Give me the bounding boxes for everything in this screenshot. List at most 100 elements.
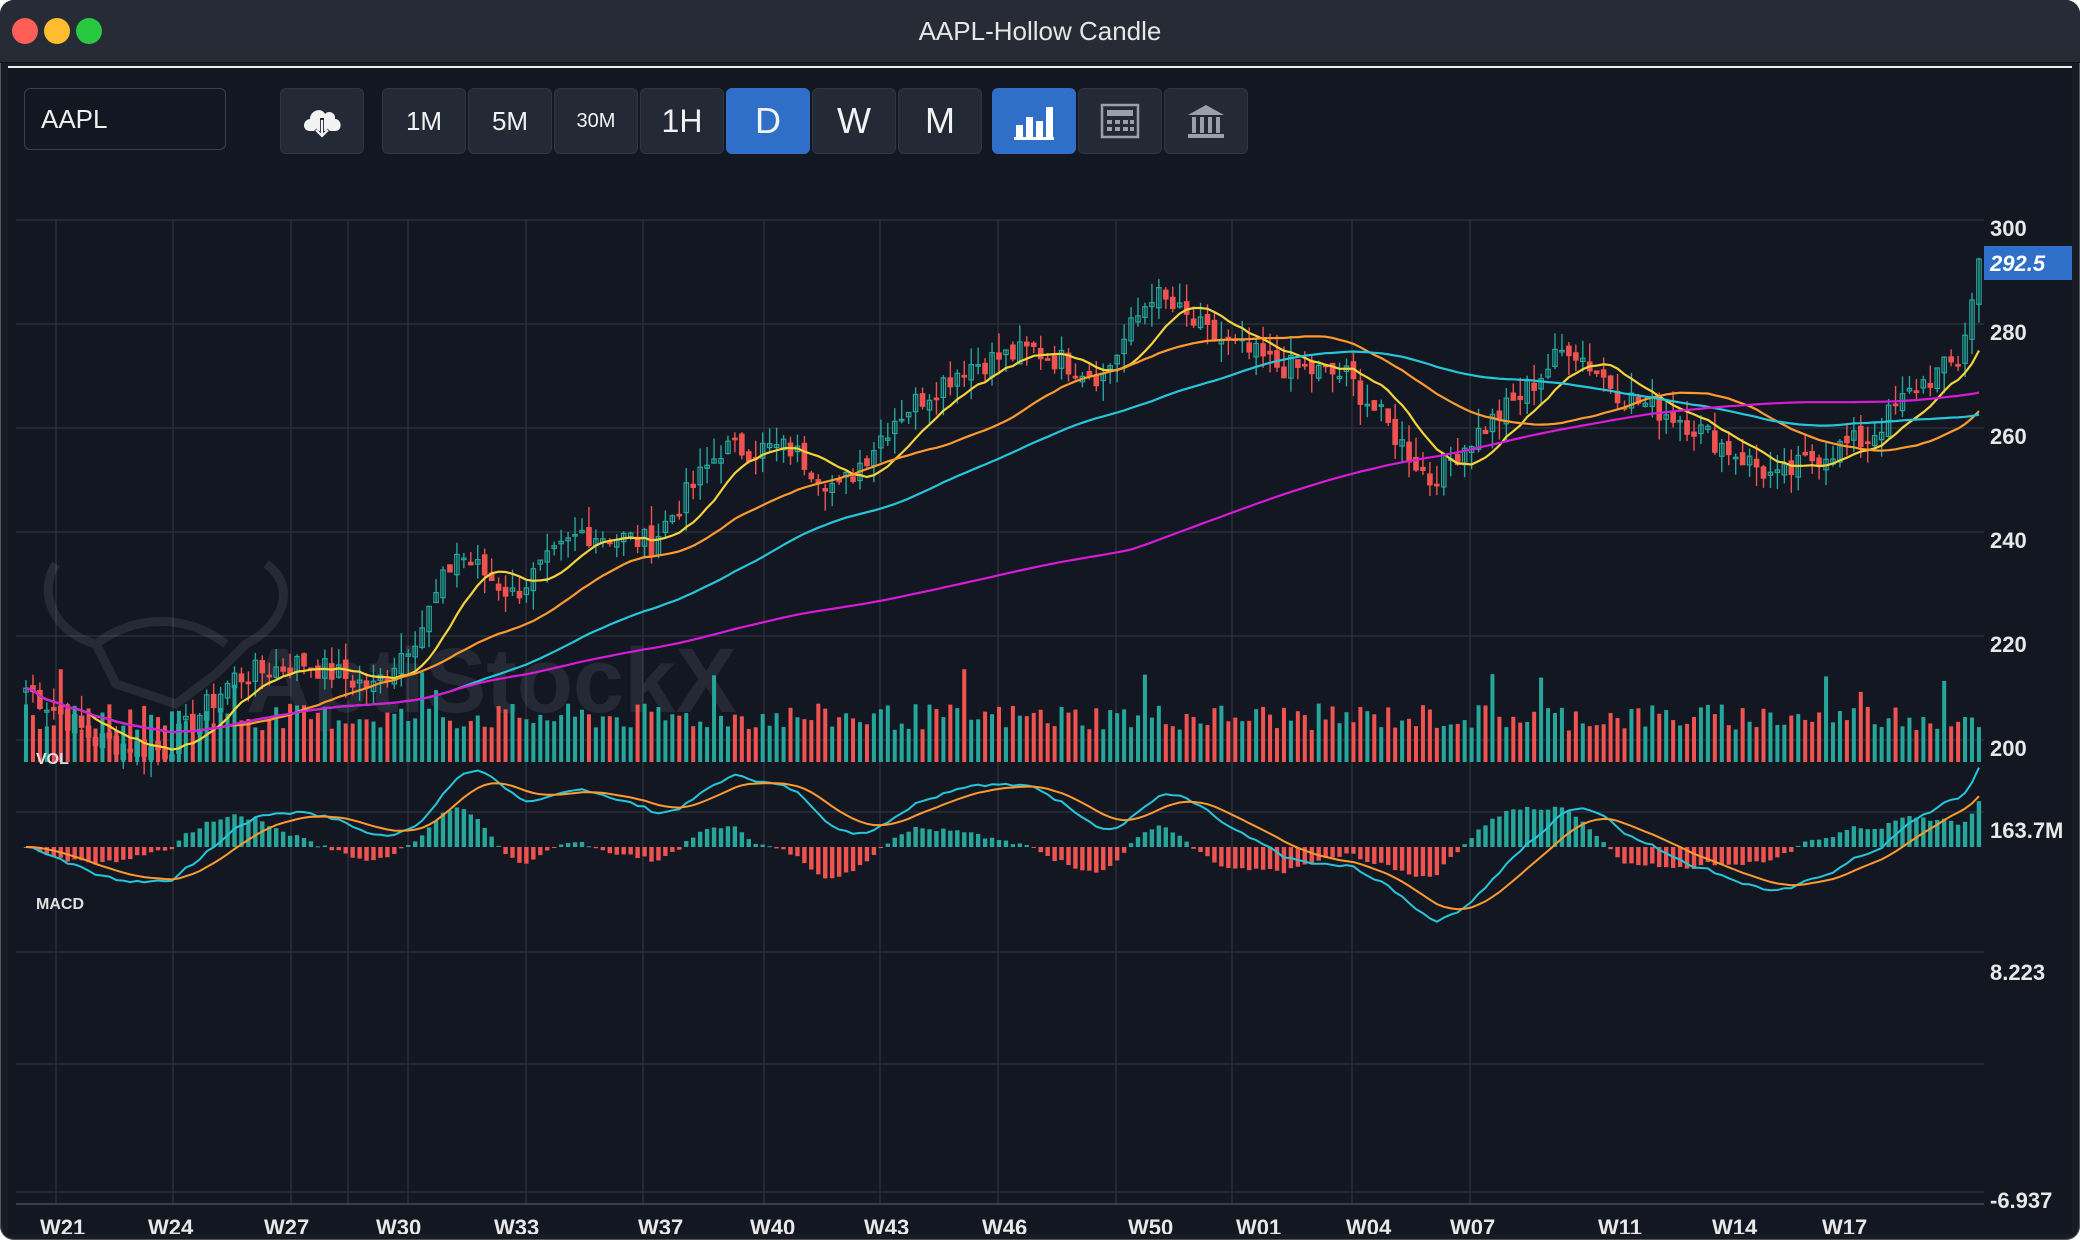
interval-5m-button[interactable]: 5M — [468, 88, 552, 154]
macd-histogram-bar — [329, 847, 334, 851]
candle-body — [1503, 397, 1510, 425]
macd-histogram-bar — [614, 847, 619, 855]
macd-histogram-bar — [642, 847, 647, 857]
volume-bar — [990, 714, 995, 762]
interval-1h-button[interactable]: 1H — [640, 88, 724, 154]
volume-bar — [1226, 721, 1231, 762]
candlestick-series — [23, 257, 1982, 778]
candle-body — [349, 680, 356, 688]
candle-body — [1510, 392, 1517, 401]
volume-bar — [934, 709, 939, 762]
macd-histogram-bar — [996, 840, 1002, 847]
download-button[interactable] — [280, 88, 364, 154]
candle-body — [1670, 410, 1676, 423]
macd-histogram-bar — [218, 819, 223, 847]
chart-workspace: 1M 5M 30M 1H D W M — [8, 66, 2072, 1234]
volume-bar — [1268, 714, 1273, 762]
macd-histogram-bar — [621, 847, 626, 855]
volume-bar — [1205, 725, 1210, 762]
macd-histogram-bar — [906, 831, 911, 847]
institutions-button[interactable] — [1164, 88, 1248, 154]
interval-1m-button[interactable]: 1M — [382, 88, 466, 154]
macd-histogram-bar — [1657, 847, 1662, 868]
macd-histogram-bar — [1059, 847, 1064, 861]
candle-body — [745, 451, 752, 462]
volume-bar — [1970, 717, 1974, 762]
macd-histogram-bar — [1073, 847, 1078, 869]
candle-body — [1739, 452, 1746, 466]
volume-bar — [1455, 723, 1460, 762]
week-tick-label: W07 — [1450, 1215, 1495, 1234]
candle-body — [280, 666, 286, 672]
volume-bar — [1921, 717, 1926, 762]
macd-histogram-bar — [704, 829, 710, 847]
macd-histogram-bar — [1497, 816, 1502, 847]
volume-bar — [475, 715, 480, 762]
candle-body — [1003, 349, 1009, 356]
volume-bar — [1865, 707, 1870, 762]
symbol-input[interactable] — [24, 88, 226, 150]
macd-histogram-bar — [1135, 837, 1141, 847]
macd-histogram-bar — [732, 826, 738, 847]
minimize-window-button[interactable] — [44, 18, 70, 44]
interval-d-button[interactable]: D — [726, 88, 810, 154]
candle-body — [1308, 360, 1315, 375]
volume-bar — [927, 704, 932, 762]
candle-body — [1976, 258, 1982, 305]
close-window-button[interactable] — [12, 18, 38, 44]
macd-histogram-bar — [593, 847, 599, 849]
candle-body — [433, 592, 439, 604]
volume-bar — [274, 707, 279, 762]
candle-body — [933, 397, 940, 401]
candle-body — [1725, 441, 1732, 456]
volume-bar — [149, 714, 154, 762]
volume-bar — [719, 715, 723, 762]
chart-view-button[interactable] — [992, 88, 1076, 154]
candle-body — [419, 627, 425, 648]
candle-body — [1211, 319, 1218, 341]
candle-body — [905, 411, 912, 418]
interval-w-button[interactable]: W — [812, 88, 896, 154]
interval-30m-button[interactable]: 30M — [554, 88, 638, 154]
volume-bar — [837, 717, 842, 762]
macd-signal-line — [25, 782, 1980, 911]
candle-body — [447, 564, 453, 573]
volume-bar — [899, 723, 904, 762]
candle-body — [683, 482, 690, 514]
volume-bar — [586, 714, 591, 762]
candle-body — [1315, 364, 1322, 379]
candle-body — [217, 693, 224, 713]
volume-bar — [1372, 714, 1377, 762]
candle-body — [1413, 456, 1419, 471]
volume-bar — [1886, 718, 1891, 762]
volume-bar — [1594, 725, 1599, 762]
volume-bar — [1872, 724, 1877, 762]
macd-histogram-bar — [1684, 847, 1690, 869]
zoom-window-button[interactable] — [76, 18, 102, 44]
candle-body — [676, 513, 683, 517]
candle-body — [461, 557, 467, 561]
chart-canvas[interactable]: AptiStockX VOL MACD 300 280 260 240 220 … — [16, 164, 2072, 1234]
candle-body — [1301, 363, 1308, 367]
bank-icon — [1188, 105, 1224, 138]
macd-histogram-bar — [830, 847, 835, 879]
macd-histogram-bar — [1511, 809, 1516, 847]
volume-bar — [1525, 721, 1530, 762]
macd-histogram-bar — [364, 847, 369, 861]
macd-histogram-bar — [579, 841, 585, 847]
volume-bar — [1365, 711, 1370, 762]
macd-histogram-bar — [1476, 829, 1481, 847]
financials-button[interactable] — [1078, 88, 1162, 154]
volume-bar — [1080, 725, 1085, 762]
candle-body — [697, 466, 703, 486]
candle-body — [1017, 341, 1023, 365]
volume-bar — [1087, 729, 1092, 762]
macd-histogram-bar — [1038, 847, 1043, 853]
candle-body — [1642, 402, 1649, 407]
interval-m-button[interactable]: M — [898, 88, 982, 154]
macd-histogram-bar — [1816, 839, 1822, 847]
candle-body — [565, 537, 571, 542]
candle-body — [1788, 460, 1795, 475]
volume-bar — [1678, 725, 1683, 762]
macd-histogram-bar — [927, 829, 932, 847]
